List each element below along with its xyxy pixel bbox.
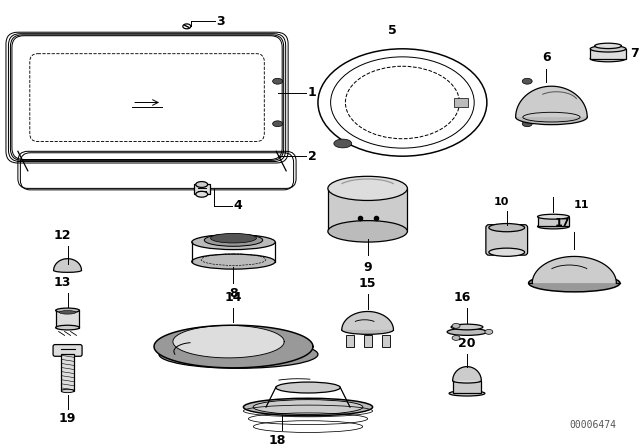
Ellipse shape — [522, 121, 532, 127]
Text: 8: 8 — [229, 287, 238, 300]
Ellipse shape — [60, 310, 76, 314]
Polygon shape — [342, 311, 394, 330]
Polygon shape — [516, 86, 588, 117]
Ellipse shape — [538, 224, 570, 229]
Ellipse shape — [54, 268, 81, 272]
FancyBboxPatch shape — [486, 225, 527, 255]
Ellipse shape — [56, 308, 79, 313]
Ellipse shape — [196, 181, 207, 187]
Ellipse shape — [204, 234, 262, 246]
Polygon shape — [154, 325, 313, 368]
Text: 3: 3 — [216, 15, 225, 28]
Ellipse shape — [58, 349, 77, 354]
Text: 2: 2 — [308, 150, 317, 163]
Bar — [381, 335, 390, 347]
Text: 14: 14 — [225, 291, 243, 304]
Bar — [194, 185, 210, 194]
Ellipse shape — [449, 391, 485, 396]
Ellipse shape — [485, 329, 493, 334]
Ellipse shape — [328, 220, 408, 242]
Ellipse shape — [334, 139, 352, 148]
Ellipse shape — [538, 214, 570, 219]
Text: 4: 4 — [234, 199, 243, 212]
Ellipse shape — [253, 400, 363, 414]
Text: 16: 16 — [453, 291, 470, 304]
Ellipse shape — [342, 326, 394, 334]
Text: 17: 17 — [555, 219, 570, 228]
Ellipse shape — [61, 389, 74, 392]
Ellipse shape — [276, 382, 340, 393]
FancyBboxPatch shape — [53, 345, 82, 356]
Bar — [452, 381, 481, 393]
Text: 18: 18 — [269, 435, 286, 448]
Text: 6: 6 — [542, 52, 551, 65]
Text: 10: 10 — [494, 197, 509, 207]
Polygon shape — [173, 325, 284, 358]
Bar — [364, 335, 372, 347]
Ellipse shape — [328, 177, 408, 200]
Text: 13: 13 — [54, 276, 71, 289]
Bar — [590, 49, 626, 59]
Text: 12: 12 — [54, 229, 71, 242]
Text: 11: 11 — [573, 200, 589, 210]
Ellipse shape — [590, 56, 626, 62]
Text: 7: 7 — [630, 47, 639, 60]
Ellipse shape — [452, 336, 460, 340]
Text: 9: 9 — [364, 261, 372, 274]
Text: 1: 1 — [308, 86, 317, 99]
Ellipse shape — [192, 254, 275, 269]
Ellipse shape — [243, 398, 372, 416]
Polygon shape — [532, 256, 616, 283]
Ellipse shape — [451, 324, 483, 330]
Ellipse shape — [159, 340, 318, 368]
Bar — [56, 310, 79, 327]
Ellipse shape — [516, 110, 588, 125]
Bar — [328, 189, 408, 231]
Ellipse shape — [273, 78, 282, 84]
Polygon shape — [54, 258, 81, 271]
Ellipse shape — [452, 323, 460, 328]
Ellipse shape — [595, 43, 621, 48]
Polygon shape — [452, 366, 481, 381]
Ellipse shape — [489, 224, 525, 232]
Ellipse shape — [192, 235, 275, 250]
Ellipse shape — [489, 248, 525, 256]
Ellipse shape — [522, 78, 532, 84]
Ellipse shape — [529, 274, 620, 292]
Bar — [538, 217, 570, 227]
Text: 19: 19 — [59, 413, 76, 426]
Text: 5: 5 — [388, 24, 397, 37]
Ellipse shape — [447, 328, 487, 336]
Bar — [454, 98, 468, 108]
Ellipse shape — [273, 121, 282, 127]
Ellipse shape — [590, 46, 626, 52]
Text: 20: 20 — [458, 337, 476, 350]
Text: 00006474: 00006474 — [569, 419, 616, 430]
Ellipse shape — [452, 379, 481, 383]
Bar — [61, 354, 74, 391]
Text: 15: 15 — [359, 277, 376, 290]
Ellipse shape — [196, 191, 207, 197]
Bar — [346, 335, 353, 347]
Ellipse shape — [211, 233, 257, 243]
Ellipse shape — [56, 325, 79, 330]
